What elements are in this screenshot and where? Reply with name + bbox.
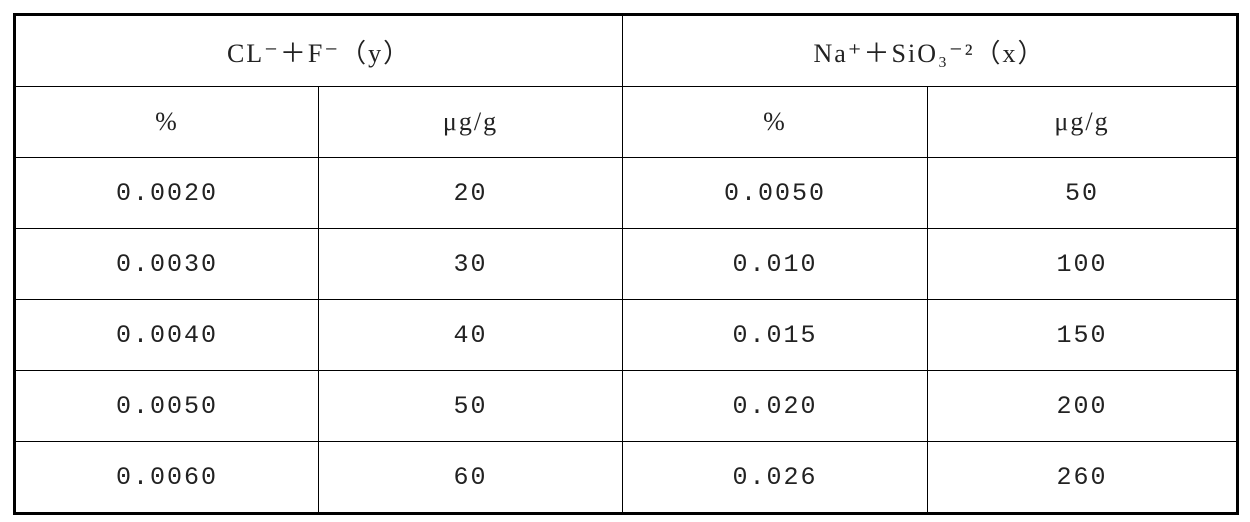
group-header: Na⁺＋SiO₃⁻²（x） (622, 14, 1239, 87)
cell: 30 (317, 228, 624, 300)
cell: 60 (317, 441, 624, 514)
cell: 50 (927, 157, 1239, 229)
data-table: CL⁻＋F⁻（y） Na⁺＋SiO₃⁻²（x） % μg/g % μg/g 0.… (13, 13, 1240, 515)
cell: 0.0020 (14, 157, 319, 229)
cell: 50 (317, 370, 624, 442)
unit-header: % (14, 86, 319, 158)
data-row: 0.0020 20 0.0050 50 (14, 157, 1239, 229)
cell: 20 (317, 157, 624, 229)
cell: 0.020 (622, 370, 929, 442)
data-row: 0.0030 30 0.010 100 (14, 228, 1239, 300)
cell: 0.0030 (14, 228, 319, 300)
unit-header: % (622, 86, 929, 158)
cell: 0.026 (622, 441, 929, 514)
data-row: 0.0060 60 0.026 260 (14, 441, 1239, 514)
cell: 0.0050 (14, 370, 319, 442)
unit-header: μg/g (927, 86, 1239, 158)
cell: 40 (317, 299, 624, 371)
cell: 0.0050 (622, 157, 929, 229)
group-header: CL⁻＋F⁻（y） (13, 14, 624, 87)
group-header-row: CL⁻＋F⁻（y） Na⁺＋SiO₃⁻²（x） (13, 14, 1239, 87)
cell: 0.015 (622, 299, 929, 371)
cell: 0.0060 (14, 441, 319, 514)
data-row: 0.0040 40 0.015 150 (14, 299, 1239, 371)
cell: 100 (927, 228, 1239, 300)
cell: 0.010 (622, 228, 929, 300)
unit-header-row: % μg/g % μg/g (14, 86, 1239, 158)
cell: 200 (927, 370, 1239, 442)
cell: 260 (927, 441, 1239, 514)
cell: 0.0040 (14, 299, 319, 371)
unit-header: μg/g (317, 86, 624, 158)
cell: 150 (927, 299, 1239, 371)
data-row: 0.0050 50 0.020 200 (14, 370, 1239, 442)
